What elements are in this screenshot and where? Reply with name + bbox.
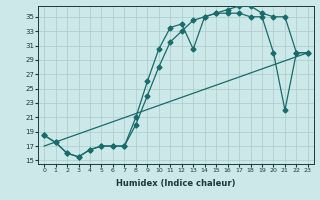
X-axis label: Humidex (Indice chaleur): Humidex (Indice chaleur) bbox=[116, 179, 236, 188]
